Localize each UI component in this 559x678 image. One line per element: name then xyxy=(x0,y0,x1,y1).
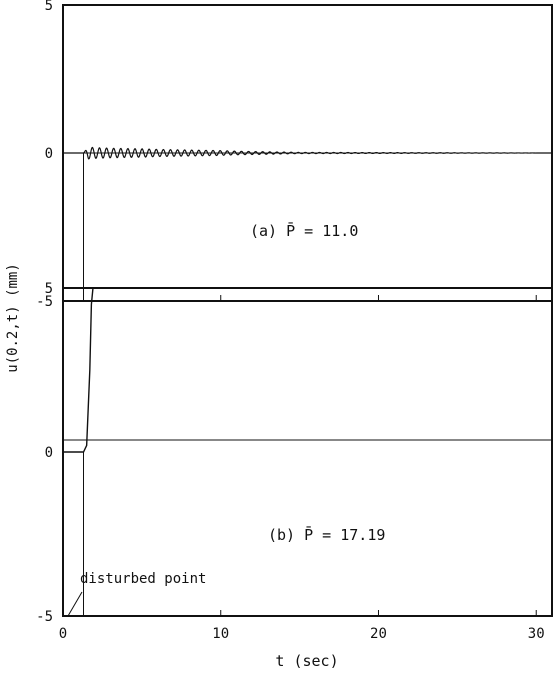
y-tick-label: -5 xyxy=(36,609,53,625)
panel-b-x-ticks: 0 10 20 30 xyxy=(59,610,545,642)
x-tick-label: 20 xyxy=(370,626,387,642)
x-tick-label: 10 xyxy=(212,626,229,642)
annotation-leader xyxy=(67,591,83,617)
annotation-text: disturbed point xyxy=(80,571,206,587)
panel-a-y-ticks: 5 0 -5 xyxy=(36,0,69,310)
panel-b: 5 0 -5 0 10 20 30 (b) P̄ = 17.19 disturbed po… xyxy=(36,281,553,642)
y-axis-label: u(0.2,t) (mm) xyxy=(5,263,21,373)
x-axis-label: t (sec) xyxy=(275,652,338,670)
y-tick-label: 0 xyxy=(45,445,53,461)
y-tick-label: 5 xyxy=(45,281,53,297)
panel-b-y-ticks: 5 0 -5 xyxy=(36,281,69,625)
panel-b-frame xyxy=(62,287,553,617)
panel-a: 5 0 -5 (a) P̄ = 11.0 xyxy=(36,0,553,310)
y-tick-label: 5 xyxy=(45,0,53,14)
y-tick-label: 0 xyxy=(45,146,53,162)
y-tick-label: -5 xyxy=(36,294,53,310)
x-tick-label: 30 xyxy=(528,626,545,642)
panel-b-label: (b) P̄ = 17.19 xyxy=(268,525,385,544)
panel-a-series-line xyxy=(63,146,552,160)
panel-a-label: (a) P̄ = 11.0 xyxy=(250,221,358,240)
panel-b-series-line xyxy=(63,287,552,453)
x-tick-label: 0 xyxy=(59,626,67,642)
